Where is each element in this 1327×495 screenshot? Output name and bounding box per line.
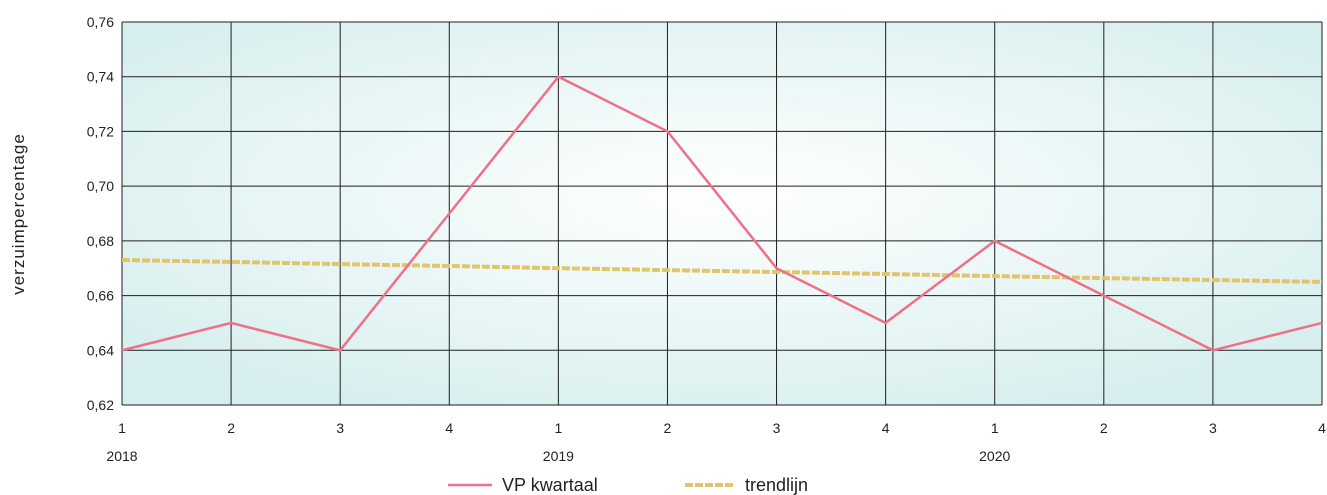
x-tick-label: 1 — [118, 420, 126, 436]
x-tick-label: 3 — [773, 420, 781, 436]
plot-area — [122, 22, 1322, 405]
legend-label: trendlijn — [745, 475, 808, 495]
y-tick-label: 0,64 — [87, 342, 114, 358]
y-tick-label: 0,76 — [87, 14, 114, 30]
grid — [121, 21, 1323, 406]
y-tick-label: 0,62 — [87, 397, 114, 413]
x-tick-label: 2 — [1100, 420, 1108, 436]
series-layer — [121, 75, 1323, 352]
x-axis-ticks: 1 2 3 4 1 2 3 4 1 2 3 4 — [118, 420, 1326, 436]
x-tick-label: 1 — [991, 420, 999, 436]
y-tick-label: 0,70 — [87, 178, 114, 194]
y-axis-ticks: 0,62 0,64 0,66 0,68 0,70 0,72 0,74 0,76 — [87, 14, 114, 413]
x-tick-label: 2 — [227, 420, 235, 436]
x-year-label: 2018 — [106, 448, 137, 464]
x-tick-label: 4 — [1318, 420, 1326, 436]
x-tick-label: 4 — [882, 420, 890, 436]
x-year-label: 2020 — [979, 448, 1010, 464]
x-axis-year-labels: 2018 2019 2020 — [106, 448, 1010, 464]
trendline-series — [121, 258, 1323, 284]
vp-kwartaal-series — [121, 75, 1323, 352]
legend-label: VP kwartaal — [502, 475, 598, 495]
x-tick-label: 4 — [445, 420, 453, 436]
legend: VP kwartaal trendlijn — [448, 475, 808, 495]
y-tick-label: 0,66 — [87, 288, 114, 304]
y-tick-label: 0,72 — [87, 123, 114, 139]
y-axis-title: verzuimpercentage — [9, 133, 28, 295]
x-tick-label: 3 — [336, 420, 344, 436]
x-tick-label: 2 — [664, 420, 672, 436]
x-year-label: 2019 — [543, 448, 574, 464]
y-tick-label: 0,74 — [87, 69, 114, 85]
x-tick-label: 3 — [1209, 420, 1217, 436]
x-tick-label: 1 — [554, 420, 562, 436]
y-tick-label: 0,68 — [87, 233, 114, 249]
